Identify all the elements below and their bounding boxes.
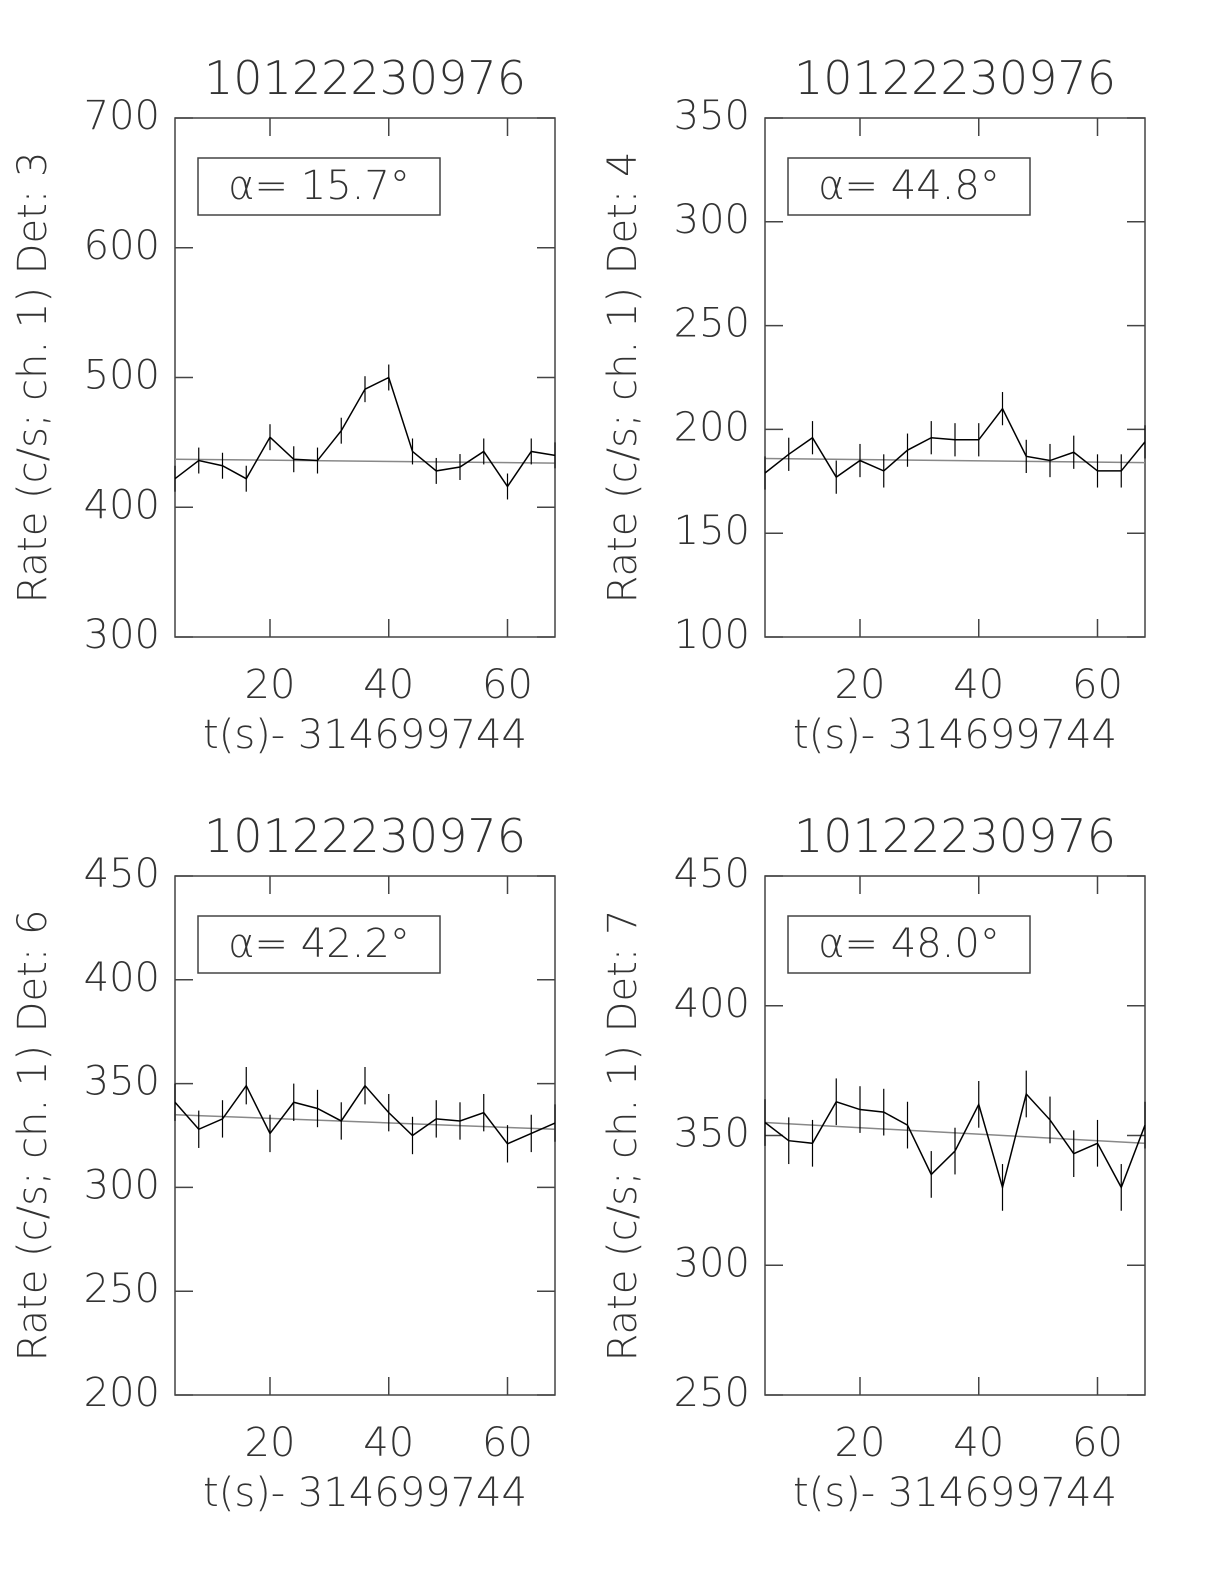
y-tick-label: 700	[84, 93, 160, 139]
x-axis-label: t(s)- 314699744	[203, 712, 527, 758]
panel: 10122230976 Rate (c/s; ch. 1) Det: 4 t(s)-…	[600, 51, 1146, 758]
annotation-box	[787, 915, 1031, 974]
x-tick-label: 40	[363, 662, 414, 708]
y-tick-label: 300	[674, 197, 750, 243]
plot-frame	[764, 117, 1146, 638]
x-tick-label: 60	[482, 1420, 533, 1466]
annotation: α= 15.7°	[228, 163, 410, 209]
y-tick-label: 250	[674, 1370, 750, 1416]
y-tick-label: 100	[674, 612, 750, 658]
y-tick-label: 250	[674, 301, 750, 347]
y-tick-label: 300	[84, 1162, 160, 1208]
x-tick-label: 60	[1072, 662, 1123, 708]
y-tick-label: 400	[674, 981, 750, 1027]
panel: 10122230976 Rate (c/s; ch. 1) Det: 6 t(s)-…	[10, 809, 556, 1516]
y-axis-label: Rate (c/s; ch. 1) Det: 3	[10, 152, 56, 604]
x-tick-label: 20	[835, 1420, 886, 1466]
y-tick-label: 400	[84, 482, 160, 528]
panel: 10122230976 Rate (c/s; ch. 1) Det: 3 t(s)-…	[10, 51, 556, 758]
panel-title: 10122230976	[204, 809, 526, 863]
y-tick-label: 150	[674, 508, 750, 554]
y-axis-label: Rate (c/s; ch. 1) Det: 7	[600, 910, 646, 1362]
y-tick-label: 300	[674, 1240, 750, 1286]
annotation: α= 42.2°	[228, 921, 410, 967]
y-tick-label: 350	[674, 93, 750, 139]
panel: 10122230976 Rate (c/s; ch. 1) Det: 7 t(s)-…	[600, 809, 1146, 1516]
x-tick-label: 20	[245, 1420, 296, 1466]
x-tick-label: 60	[1072, 1420, 1123, 1466]
annotation: α= 48.0°	[818, 921, 1000, 967]
x-axis-label: t(s)- 314699744	[203, 1470, 527, 1516]
y-tick-label: 600	[84, 223, 160, 269]
panel-title: 10122230976	[794, 809, 1116, 863]
fit-line	[174, 458, 556, 464]
fit-line	[174, 1113, 556, 1131]
y-tick-label: 500	[84, 353, 160, 399]
y-tick-label: 350	[84, 1059, 160, 1105]
x-tick-label: 40	[953, 1420, 1004, 1466]
annotation-box	[197, 157, 441, 216]
y-axis-label: Rate (c/s; ch. 1) Det: 6	[10, 910, 56, 1362]
x-tick-label: 40	[363, 1420, 414, 1466]
x-axis-label: t(s)- 314699744	[793, 712, 1117, 758]
y-tick-label: 400	[84, 955, 160, 1001]
y-tick-label: 200	[674, 404, 750, 450]
annotation: α= 44.8°	[818, 163, 1000, 209]
y-tick-label: 450	[84, 851, 160, 897]
x-tick-label: 60	[482, 662, 533, 708]
annotation-box	[787, 157, 1031, 216]
y-tick-label: 300	[84, 612, 160, 658]
y-axis-label: Rate (c/s; ch. 1) Det: 4	[600, 152, 646, 604]
fit-line	[764, 457, 1146, 464]
y-tick-label: 250	[84, 1266, 160, 1312]
y-tick-label: 200	[84, 1370, 160, 1416]
y-tick-label: 350	[674, 1111, 750, 1157]
x-tick-label: 20	[835, 662, 886, 708]
annotation-box	[197, 915, 441, 974]
panel-title: 10122230976	[204, 51, 526, 105]
y-tick-label: 450	[674, 851, 750, 897]
panel-title: 10122230976	[794, 51, 1116, 105]
x-axis-label: t(s)- 314699744	[793, 1470, 1117, 1516]
x-tick-label: 40	[953, 662, 1004, 708]
x-tick-label: 20	[245, 662, 296, 708]
